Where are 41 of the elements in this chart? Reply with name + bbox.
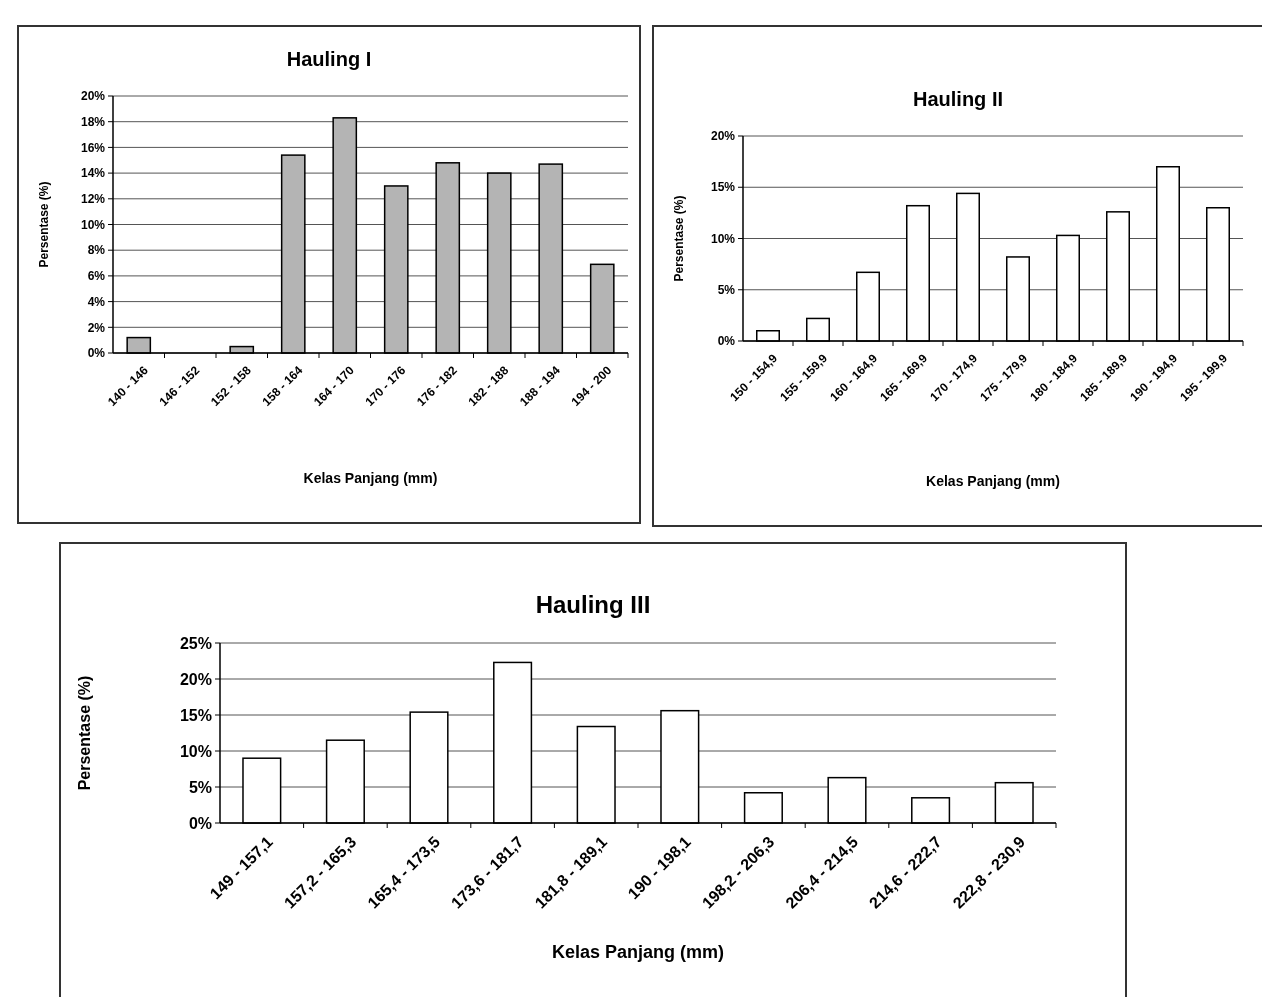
y-tick-label: 25% xyxy=(179,634,212,652)
y-tick-label: 14% xyxy=(80,166,106,181)
y-tick-label: 16% xyxy=(80,140,106,155)
x-tick-label: 146 - 152 xyxy=(156,362,203,409)
x-axis-title: Kelas Panjang (mm) xyxy=(303,470,438,486)
y-tick-label: 0% xyxy=(87,346,106,361)
x-tick-label: 194 - 200 xyxy=(568,362,615,409)
y-tick-label: 15% xyxy=(710,180,736,195)
y-tick-label: 0% xyxy=(717,334,736,349)
y-tick-label: 8% xyxy=(87,243,106,258)
y-tick-label: 6% xyxy=(87,269,106,284)
x-tick-label: 158 - 164 xyxy=(259,362,306,409)
y-tick-label: 10% xyxy=(179,742,212,760)
x-tick-label: 140 - 146 xyxy=(105,362,152,409)
y-axis-title: Persentase (%) xyxy=(76,675,93,791)
y-tick-label: 18% xyxy=(80,114,106,129)
y-tick-label: 4% xyxy=(87,294,106,309)
y-tick-label: 20% xyxy=(80,89,106,104)
x-tick-label: 176 - 182 xyxy=(414,362,461,409)
x-axis-title: Kelas Panjang (mm) xyxy=(551,942,725,962)
y-tick-label: 2% xyxy=(87,320,106,335)
y-tick-label: 15% xyxy=(179,706,212,724)
y-tick-label: 20% xyxy=(179,670,212,688)
chart-title: Hauling III xyxy=(535,591,651,618)
y-tick-label: 20% xyxy=(710,129,736,144)
y-axis-title: Persentase (%) xyxy=(672,195,686,282)
y-tick-label: 10% xyxy=(80,217,106,232)
chart-title: Hauling I xyxy=(286,48,372,70)
y-tick-label: 10% xyxy=(710,231,736,246)
x-tick-label: 152 - 158 xyxy=(208,362,255,409)
x-tick-label: 164 - 170 xyxy=(311,362,358,409)
x-tick-label: 182 - 188 xyxy=(465,362,512,409)
x-tick-label: 170 - 176 xyxy=(362,362,409,409)
y-tick-label: 5% xyxy=(188,778,212,796)
y-tick-label: 12% xyxy=(80,192,106,206)
y-tick-label: 0% xyxy=(188,814,212,832)
y-axis-title: Persentase (%) xyxy=(37,181,51,268)
x-axis-title: Kelas Panjang (mm) xyxy=(926,473,1060,489)
x-tick-label: 188 - 194 xyxy=(517,362,564,409)
y-tick-label: 5% xyxy=(717,282,736,297)
chart-title: Hauling II xyxy=(913,88,1003,110)
